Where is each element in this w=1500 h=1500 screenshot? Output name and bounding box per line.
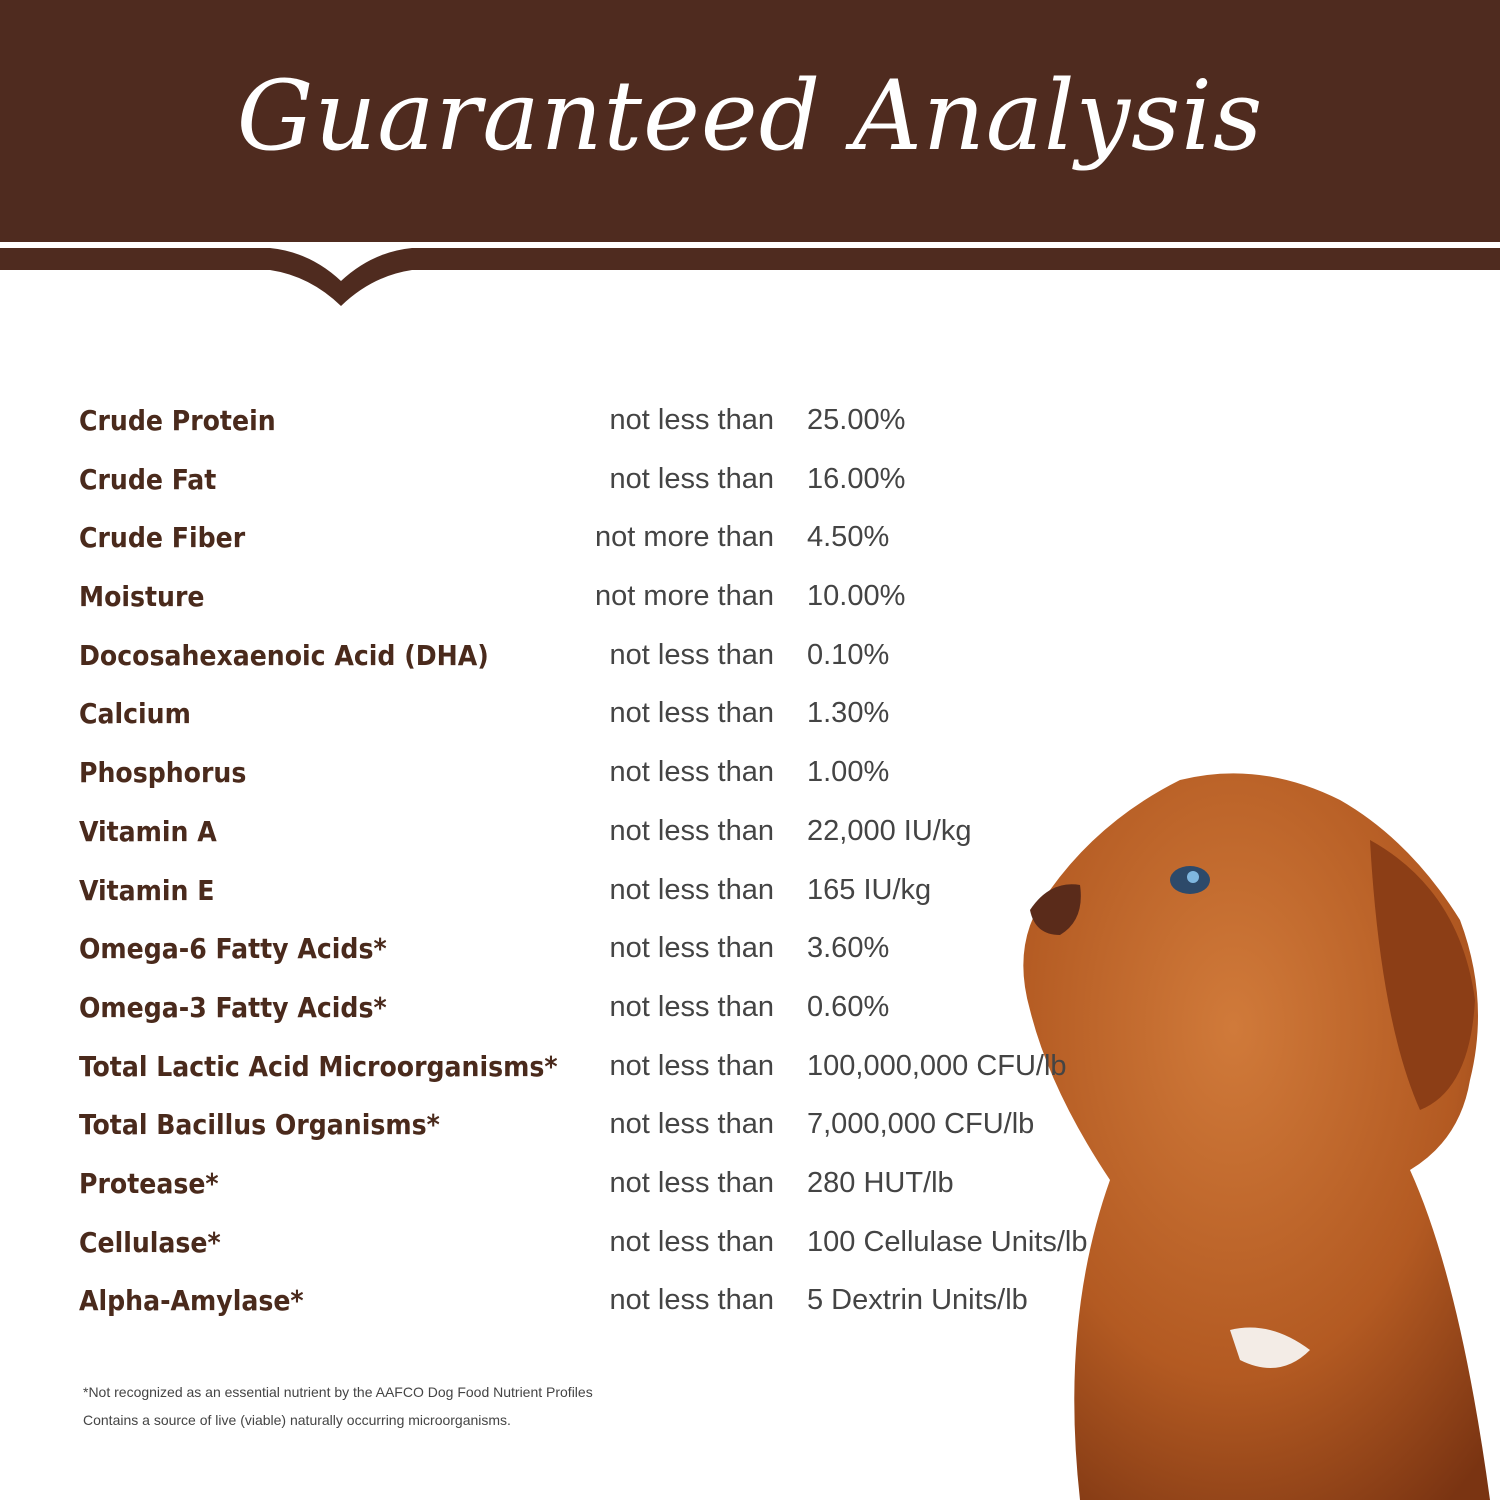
value-text: 100 Cellulase Units/lb [807,1225,1088,1258]
header-banner [0,0,1500,306]
footnote-microorganisms: Contains a source of live (viable) natur… [83,1412,511,1428]
value-text: 165 IU/kg [807,873,932,906]
qualifier-text: not less than [609,1108,774,1141]
nutrient-label: Total Bacillus Organisms* [79,1108,440,1142]
qualifier-text: not less than [609,756,774,789]
value-text: 5 Dextrin Units/lb [807,1284,1028,1317]
analysis-row: Cellulase* not less than 100 Cellulase Uni… [0,1218,1500,1277]
analysis-row: Omega-6 Fatty Acids* not less than 3.60% [0,924,1500,983]
nutrient-label: Cellulase* [79,1225,221,1259]
value-text: 100,000,000 CFU/lb [807,1049,1067,1082]
analysis-row: Crude Protein not less than 25.00% [0,396,1500,455]
nutrient-label: Crude Fiber [79,521,246,555]
qualifier-text: not less than [609,697,774,730]
value-text: 4.50% [807,521,890,554]
analysis-row: Crude Fat not less than 16.00% [0,455,1500,514]
nutrient-label: Moisture [79,580,205,614]
nutrient-label: Calcium [79,697,191,731]
nutrient-label: Phosphorus [79,756,247,790]
analysis-row: Moisture not more than 10.00% [0,572,1500,631]
qualifier-text: not less than [609,638,774,671]
qualifier-text: not less than [609,1225,774,1258]
analysis-row: Omega-3 Fatty Acids* not less than 0.60% [0,983,1500,1042]
analysis-row: Phosphorus not less than 1.00% [0,748,1500,807]
nutrient-label: Docosahexaenoic Acid (DHA) [79,638,489,672]
analysis-row: Vitamin A not less than 22,000 IU/kg [0,807,1500,866]
value-text: 1.30% [807,697,890,730]
qualifier-text: not more than [595,521,774,554]
nutrient-label: Omega-6 Fatty Acids* [79,932,387,966]
nutrient-label: Protease* [79,1166,219,1200]
qualifier-text: not less than [609,873,774,906]
analysis-row: Total Lactic Acid Microorganisms* not les… [0,1042,1500,1101]
nutrient-label: Total Lactic Acid Microorganisms* [79,1049,558,1083]
qualifier-text: not less than [609,1166,774,1199]
qualifier-text: not less than [609,1284,774,1317]
analysis-table: Crude Protein not less than 25.00% Crude Fa… [0,396,1500,1335]
analysis-row: Crude Fiber not more than 4.50% [0,513,1500,572]
value-text: 10.00% [807,580,906,613]
analysis-row: Alpha-Amylase* not less than 5 Dextrin Uni… [0,1276,1500,1335]
analysis-row: Vitamin E not less than 165 IU/kg [0,866,1500,925]
qualifier-text: not less than [609,932,774,965]
qualifier-text: not less than [609,1049,774,1082]
value-text: 16.00% [807,462,906,495]
value-text: 0.10% [807,638,890,671]
value-text: 0.60% [807,990,890,1023]
qualifier-text: not less than [609,990,774,1023]
qualifier-text: not more than [595,580,774,613]
value-text: 1.00% [807,756,890,789]
nutrient-label: Crude Fat [79,462,217,496]
puppy-image [1023,773,1490,1500]
page-title: Guaranteed Analysis [236,60,1264,172]
nutrient-label: Omega-3 Fatty Acids* [79,990,387,1024]
value-text: 280 HUT/lb [807,1166,954,1199]
nutrient-label: Alpha-Amylase* [79,1284,304,1318]
analysis-row: Calcium not less than 1.30% [0,689,1500,748]
analysis-row: Protease* not less than 280 HUT/lb [0,1159,1500,1218]
qualifier-text: not less than [609,404,774,436]
nutrient-label: Vitamin E [79,873,215,907]
value-text: 25.00% [807,404,906,436]
footnote-aafco: *Not recognized as an essential nutrient… [83,1384,593,1400]
nutrient-label: Crude Protein [79,404,276,437]
analysis-row: Docosahexaenoic Acid (DHA) not less than 0… [0,631,1500,690]
qualifier-text: not less than [609,814,774,847]
value-text: 7,000,000 CFU/lb [807,1108,1035,1141]
nutrient-label: Vitamin A [79,814,217,848]
analysis-row: Total Bacillus Organisms* not less than 7,… [0,1100,1500,1159]
value-text: 22,000 IU/kg [807,814,972,847]
qualifier-text: not less than [609,462,774,495]
value-text: 3.60% [807,932,890,965]
